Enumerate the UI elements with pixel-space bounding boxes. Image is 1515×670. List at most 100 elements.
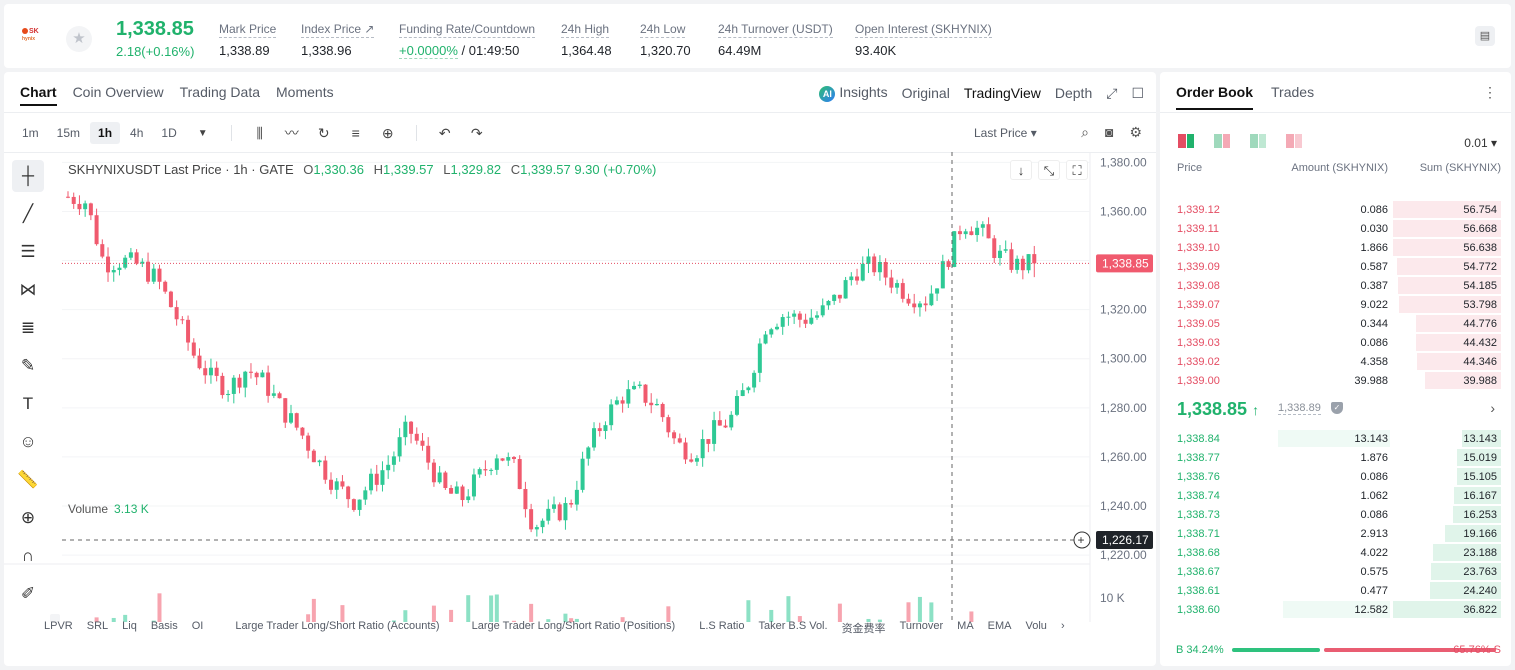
collapse-icon[interactable]: ⤡	[1038, 160, 1060, 180]
precision-select[interactable]: 0.01 ▾	[1464, 136, 1497, 150]
bid-row[interactable]: 1,338.71 2.913 19.166	[1160, 524, 1511, 543]
bid-row[interactable]: 1,338.60 12.582 36.822	[1160, 600, 1511, 619]
indicators-icon[interactable]: 〰	[284, 125, 299, 141]
text-icon[interactable]: T	[22, 394, 34, 413]
indicator-volume[interactable]: Volu	[1025, 620, 1047, 632]
pattern-icon[interactable]: ⋈	[19, 280, 37, 299]
tab-chart[interactable]: Chart	[20, 84, 57, 106]
ask-row[interactable]: 1,339.07 9.022 53.798	[1160, 295, 1511, 314]
brush-icon[interactable]: ✎	[20, 356, 36, 375]
candle-body	[466, 496, 471, 501]
ask-row[interactable]: 1,339.10 1.866 56.638	[1160, 238, 1511, 257]
ruler-icon[interactable]: 📏	[17, 470, 39, 489]
mode-asks-icon[interactable]	[1286, 134, 1302, 148]
bid-row[interactable]: 1,338.67 0.575 23.763	[1160, 562, 1511, 581]
fib-icon[interactable]: ≣	[20, 318, 36, 337]
emoji-icon[interactable]: ☺	[19, 432, 37, 451]
pencil-icon[interactable]: ✐	[20, 584, 36, 603]
search-icon[interactable]: ⌕	[1081, 124, 1089, 140]
indicator-basis[interactable]: Basis	[150, 620, 178, 632]
favorite-star-icon[interactable]: ★	[66, 26, 92, 52]
bid-row[interactable]: 1,338.84 13.143 13.143	[1160, 429, 1511, 448]
chevron-right-icon[interactable]: ›	[1060, 620, 1065, 632]
indicator-funding-rate[interactable]: 资金费率	[841, 623, 886, 635]
interval-15m[interactable]: 15m	[56, 126, 81, 140]
horizontal-lines-icon[interactable]: ☰	[20, 242, 36, 261]
ask-row[interactable]: 1,339.08 0.387 54.185	[1160, 276, 1511, 295]
ask-row[interactable]: 1,339.09 0.587 54.772	[1160, 257, 1511, 276]
zoom-in-icon[interactable]: ⊕	[20, 508, 36, 527]
bid-row[interactable]: 1,338.73 0.086 16.253	[1160, 505, 1511, 524]
indicator-srl[interactable]: SRL	[86, 620, 109, 632]
indicator-oi[interactable]: OI	[191, 620, 204, 632]
redo-icon[interactable]: ↷	[470, 124, 483, 141]
tab-trading-data[interactable]: Trading Data	[179, 84, 261, 100]
book-icon[interactable]: ▤	[1475, 26, 1495, 46]
view-original[interactable]: Original	[901, 85, 950, 101]
camera-icon[interactable]: ◙	[1104, 124, 1114, 140]
crosshair-icon[interactable]: ┼	[12, 160, 44, 192]
amount-cell: 39.988	[1354, 375, 1388, 387]
interval-1m[interactable]: 1m	[22, 126, 39, 140]
indicator-liq[interactable]: Liq	[122, 620, 137, 632]
bid-row[interactable]: 1,338.76 0.086 15.105	[1160, 467, 1511, 486]
gear-icon[interactable]: ⚙	[1129, 124, 1142, 140]
bid-row[interactable]: 1,338.74 1.062 16.167	[1160, 486, 1511, 505]
expand-icon[interactable]: ⤢	[1106, 84, 1118, 101]
price-chart[interactable]: 1,380.001,360.001,340.001,320.001,300.00…	[4, 152, 1156, 622]
candle-body	[563, 503, 568, 521]
indicator-ema[interactable]: EMA	[987, 620, 1012, 632]
ask-row[interactable]: 1,339.05 0.344 44.776	[1160, 314, 1511, 333]
view-tradingview[interactable]: TradingView	[963, 85, 1041, 101]
ask-row[interactable]: 1,339.12 0.086 56.754	[1160, 200, 1511, 219]
mode-both-icon[interactable]	[1178, 134, 1194, 148]
bid-row[interactable]: 1,338.61 0.477 24.240	[1160, 581, 1511, 600]
stat-index-price[interactable]: Index Price ↗ 1,338.96	[301, 22, 375, 58]
candle-type-icon[interactable]: ⫼	[256, 124, 263, 141]
insights-button[interactable]: AI Insights	[819, 84, 888, 102]
magnet-icon[interactable]: ∩	[21, 546, 35, 565]
price-type-select[interactable]: Last Price ▾	[974, 126, 1037, 140]
tab-coin-overview[interactable]: Coin Overview	[72, 84, 164, 100]
tab-moments[interactable]: Moments	[276, 84, 334, 100]
indicator-ltlsr-accounts[interactable]: Large Trader Long/Short Ratio (Accounts)	[235, 620, 440, 632]
candle-body	[111, 270, 116, 273]
view-depth[interactable]: Depth	[1054, 85, 1093, 101]
candle-body	[208, 367, 213, 376]
indicator-taker-bs-vol[interactable]: Taker B.S Vol.	[758, 620, 828, 632]
arrow-down-icon[interactable]: ↓	[1010, 160, 1032, 180]
interval-1d[interactable]: 1D	[161, 126, 177, 140]
tab-order-book[interactable]: Order Book	[1176, 84, 1254, 110]
tab-trades[interactable]: Trades	[1271, 84, 1315, 100]
replay-icon[interactable]: ↻	[317, 124, 330, 141]
chevron-right-icon[interactable]: ›	[1490, 400, 1495, 416]
add-alert-icon[interactable]: ⊕	[381, 124, 394, 141]
ask-row[interactable]: 1,339.02 4.358 44.346	[1160, 352, 1511, 371]
ask-row[interactable]: 1,339.03 0.086 44.432	[1160, 333, 1511, 352]
bid-row[interactable]: 1,338.77 1.876 15.019	[1160, 448, 1511, 467]
undo-icon[interactable]: ↶	[438, 124, 451, 141]
ask-row[interactable]: 1,339.00 39.988 39.988	[1160, 371, 1511, 390]
indicator-ma[interactable]: MA	[957, 620, 974, 632]
templates-icon[interactable]: ≡	[351, 125, 360, 141]
sum-cell: 53.798	[1463, 299, 1497, 311]
indicator-lpvr[interactable]: LPVR	[44, 620, 73, 632]
mode-bids-icon[interactable]	[1250, 134, 1266, 148]
window-icon[interactable]: ☐	[1131, 84, 1144, 101]
mode-mixed-icon[interactable]	[1214, 134, 1230, 148]
depth-bar	[1454, 487, 1501, 504]
more-icon[interactable]: ⋮	[1483, 84, 1497, 100]
indicator-ls-ratio[interactable]: L.S Ratio	[699, 620, 745, 632]
bid-row[interactable]: 1,338.68 4.022 23.188	[1160, 543, 1511, 562]
interval-4h[interactable]: 4h	[130, 126, 144, 140]
orderbook-tabs: Order Book Trades	[1176, 84, 1314, 110]
indicator-turnover[interactable]: Turnover	[899, 620, 944, 632]
candle-body	[426, 445, 431, 463]
interval-1h[interactable]: 1h	[90, 122, 121, 144]
amount-cell: 0.086	[1360, 471, 1388, 483]
indicator-ltlsr-positions[interactable]: Large Trader Long/Short Ratio (Positions…	[471, 620, 676, 632]
ask-row[interactable]: 1,339.11 0.030 56.668	[1160, 219, 1511, 238]
trendline-icon[interactable]: ╱	[22, 204, 34, 223]
chevron-down-icon[interactable]: ▼	[197, 127, 208, 139]
fullscreen-icon[interactable]: ⛶	[1066, 160, 1088, 180]
